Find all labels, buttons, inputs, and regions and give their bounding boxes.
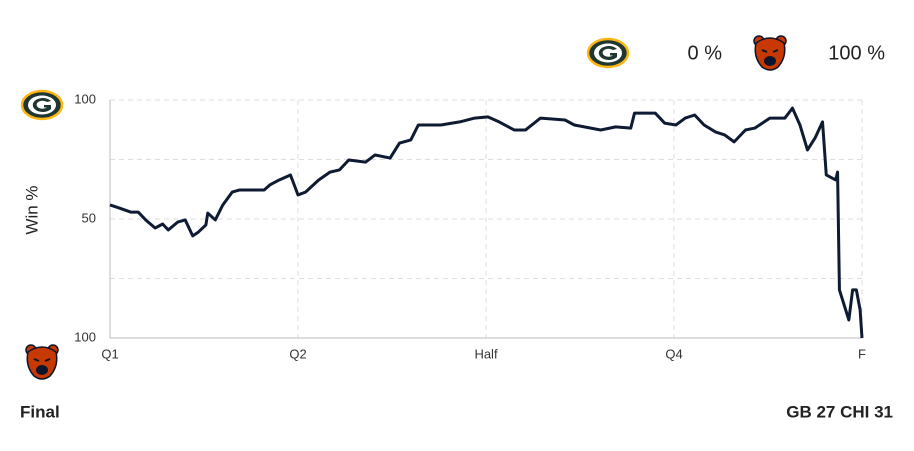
y-tick-label: 100 (74, 91, 96, 106)
x-tick-label: F (858, 346, 866, 361)
home-pct: 0 % (688, 42, 723, 64)
game-status: Final (20, 402, 60, 421)
final-score: GB 27 CHI 31 (786, 402, 893, 421)
away-axis-logo (25, 344, 59, 380)
y-tick-label: 50 (82, 210, 96, 225)
x-tick-label: Q4 (665, 346, 682, 361)
y-axis-label: Win % (22, 185, 41, 234)
x-tick-label: Half (474, 346, 498, 361)
away-logo (753, 35, 787, 71)
y-tick-label: 100 (74, 329, 96, 344)
home-logo (586, 37, 630, 69)
x-tick-label: Q1 (101, 346, 118, 361)
x-tick-label: Q2 (289, 346, 306, 361)
win-prob-line (109, 106, 864, 339)
home-axis-logo (20, 89, 64, 121)
away-pct: 100 % (828, 42, 885, 64)
